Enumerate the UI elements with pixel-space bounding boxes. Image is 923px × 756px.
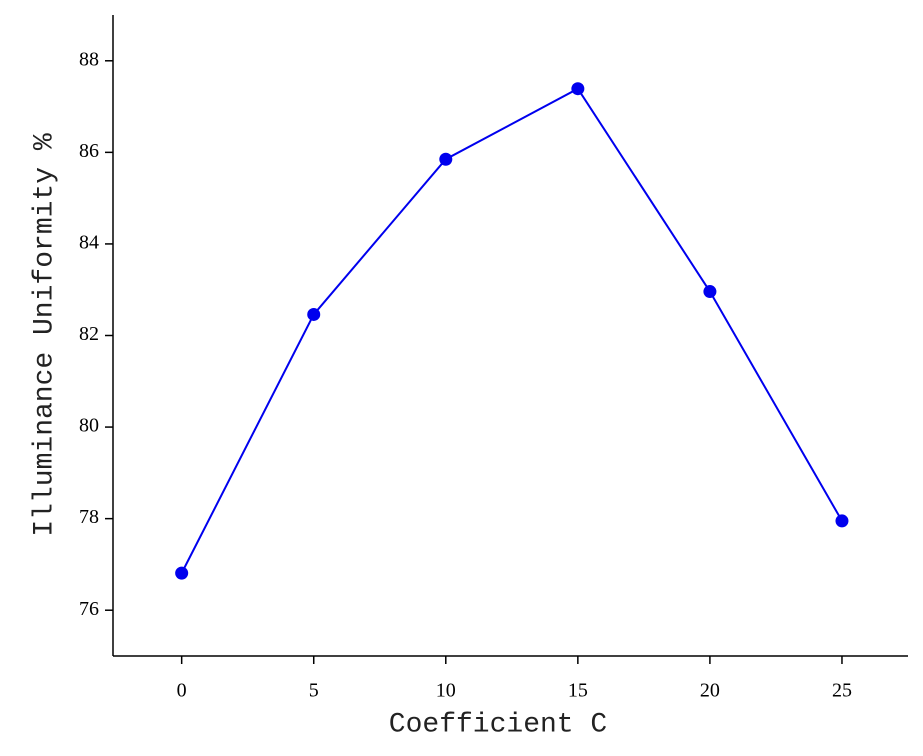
series-line [180,87,843,574]
x-tick-label: 20 [700,680,720,702]
y-tick-label: 84 [79,232,99,254]
x-tick-label: 10 [436,680,456,702]
y-tick-label: 80 [79,415,99,437]
y-tick-label: 86 [79,140,99,162]
x-tick-label: 5 [309,680,319,702]
y-tick-label: 76 [79,598,99,620]
data-point [835,514,849,528]
data-point [175,566,189,580]
x-tick-label: 15 [568,680,588,702]
y-axis-title: Illuminance Uniformity % [29,133,60,536]
x-tick-label: 0 [177,680,187,702]
y-tick-label: 78 [79,506,99,528]
x-tick-label: 25 [832,680,852,702]
x-axis-title: Coefficient C [389,709,607,740]
y-tick-label: 88 [79,48,99,70]
y-tick-label: 82 [79,323,99,345]
data-point [571,82,585,96]
data-point [439,152,453,166]
data-point [307,307,321,321]
data-point [703,285,717,299]
